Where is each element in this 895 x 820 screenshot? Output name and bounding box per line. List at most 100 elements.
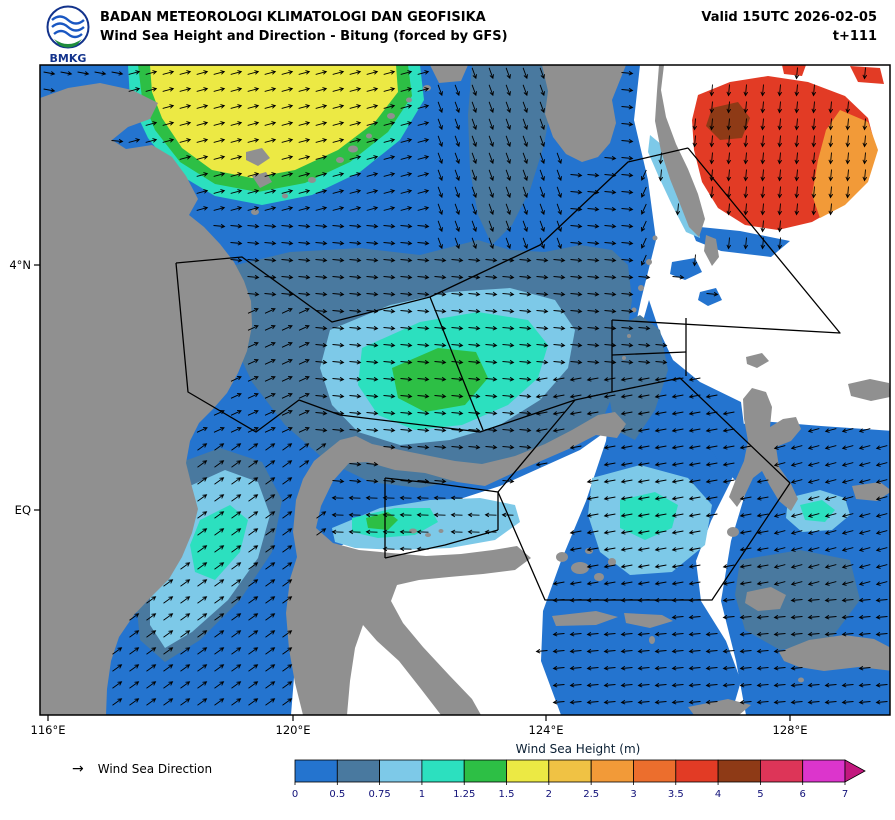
logo-text: BMKG	[50, 52, 87, 65]
x-axis-tick-label: 120°E	[276, 723, 311, 737]
colorbar-tick-label: 7	[842, 789, 848, 800]
sea-patch-cyan-makassar	[190, 505, 248, 580]
colorbar-tick-label: 2.5	[583, 789, 599, 800]
timestep: t+111	[832, 29, 877, 44]
island-basilan	[430, 65, 468, 83]
forecast-zone-boundary	[497, 399, 576, 493]
y-axis-tick-label: 4°N	[9, 258, 31, 272]
wind-arrow-glyphs	[43, 67, 888, 706]
map-frame	[39, 64, 891, 716]
sea-patch-red-dash	[850, 66, 884, 84]
island-sanana	[649, 636, 655, 644]
island-togian	[438, 529, 444, 533]
island-mangole	[624, 613, 673, 628]
x-axis-tick-label: 128°E	[773, 723, 808, 737]
colorbar-segment	[802, 759, 846, 783]
direction-legend: → Wind Sea Direction	[72, 761, 212, 777]
island-banggai	[571, 562, 589, 574]
forecast-zone-boundary	[429, 296, 484, 431]
island-sulu	[348, 145, 358, 153]
island-togian	[425, 533, 431, 537]
landmass-mindanao	[542, 65, 626, 162]
sea-patch-green-tomini	[366, 512, 398, 530]
colorbar-segment	[675, 759, 719, 783]
colorbar-tick-label: 0.75	[368, 789, 390, 800]
header-validity: Valid 15UTC 2026-02-05 t+111	[701, 8, 877, 46]
colorbar-segment	[294, 759, 338, 783]
island-sangihe	[652, 235, 658, 241]
landmass-mindanao-east	[655, 65, 705, 237]
sea-patch-cyan-maluku	[620, 492, 678, 540]
sea-patch-steel-bitung	[608, 315, 668, 440]
sea-patch-red-dash	[782, 65, 806, 76]
island-sulu	[406, 97, 412, 103]
island-sulu	[282, 193, 288, 199]
island-sangihe	[638, 285, 644, 291]
product-title: Wind Sea Height and Direction - Bitung (…	[100, 29, 508, 44]
land-layer	[40, 65, 890, 715]
island	[338, 703, 344, 709]
wind-direction-arrow-icon: →	[72, 761, 84, 777]
valid-time: Valid 15UTC 2026-02-05	[701, 10, 877, 25]
colorbar-segment	[717, 759, 761, 783]
x-axis-tick-label: 116°E	[31, 723, 66, 737]
colorbar-tick-label: 1.5	[499, 789, 515, 800]
direction-legend-label: Wind Sea Direction	[97, 762, 213, 776]
x-axis-tick-label: 124°E	[529, 723, 564, 737]
island-banggai	[556, 552, 568, 562]
colorbar-segment	[590, 759, 634, 783]
y-axis-tick-label: EQ	[15, 503, 31, 517]
island-sangihe	[627, 334, 631, 338]
colorbar-tick-label: 3	[630, 789, 636, 800]
sea-patch-yellow-top	[150, 65, 398, 178]
island	[327, 689, 335, 695]
landmass-halmahera	[729, 388, 801, 511]
logo-wave-icon	[51, 22, 85, 32]
island-banggai	[594, 573, 604, 581]
island-banggai	[608, 558, 616, 566]
forecast-zone-boundary	[611, 147, 841, 334]
forecast-zone-boundary	[384, 477, 499, 493]
sea-patch-green-central	[392, 348, 488, 412]
island-obi	[745, 587, 786, 611]
colorbar-tick-label: 2	[546, 789, 552, 800]
agency-title: BADAN METEOROLOGI KLIMATOLOGI DAN GEOFIS…	[100, 10, 486, 25]
island-sangihe	[622, 356, 626, 360]
forecast-zone-boundary	[611, 351, 687, 356]
axis-labels: 116°E 120°E 124°E 128°E 4°N EQ	[9, 258, 807, 737]
island-sulu	[366, 133, 372, 139]
colorbar-tick-label: 4	[715, 789, 721, 800]
forecast-zone-boundary	[384, 529, 499, 559]
island-ambon	[798, 677, 804, 683]
island-morotai	[746, 353, 769, 368]
logo-wave-icon	[51, 15, 85, 25]
island	[852, 482, 890, 501]
island-sangihe	[646, 259, 652, 265]
landmass-seram	[779, 635, 890, 671]
colorbar-segment	[760, 759, 804, 783]
colorbar-tick-label: 3.5	[668, 789, 684, 800]
landmass-sulawesi	[286, 412, 626, 715]
island-sulu	[387, 113, 395, 119]
colorbar-segment	[463, 759, 507, 783]
colorbar-segment	[336, 759, 380, 783]
logo-mountain-icon	[54, 39, 82, 48]
sea-patch-steel-band	[468, 65, 552, 245]
colorbar-segment	[548, 759, 592, 783]
colorbar-tick-label: 1.25	[453, 789, 475, 800]
island-gebe	[848, 379, 890, 401]
sea-patch-dot	[698, 288, 722, 306]
colorbar-tick-label: 1	[419, 789, 425, 800]
colorbar-title: Wind Sea Height (m)	[516, 742, 641, 756]
colorbar-tick-label: 0.5	[329, 789, 345, 800]
forecast-zone-boundary	[175, 262, 341, 433]
island-sulu	[308, 177, 316, 183]
island-sulu	[336, 157, 344, 163]
sea-patch-brown-spot	[706, 102, 750, 140]
island-sulu	[251, 209, 259, 215]
sea-patch-orange-pacific	[812, 110, 878, 218]
island-taliabu	[552, 611, 618, 626]
colorbar-extend-arrow	[844, 759, 866, 783]
